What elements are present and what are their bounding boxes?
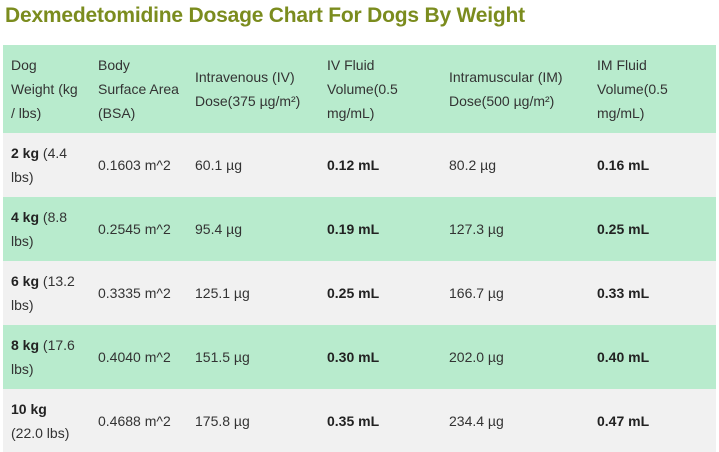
cell-iv-dose: 175.8 µg bbox=[187, 389, 319, 452]
cell-im-dose: 202.0 µg bbox=[441, 325, 589, 389]
table-row: 8 kg (17.6 lbs) 0.4040 m^2 151.5 µg 0.30… bbox=[3, 325, 716, 389]
cell-bsa: 0.3335 m^2 bbox=[90, 261, 187, 325]
cell-im-dose: 127.3 µg bbox=[441, 197, 589, 261]
cell-weight: 10 kg (22.0 lbs) bbox=[3, 389, 90, 452]
weight-lbs: (17.6 lbs) bbox=[11, 337, 75, 377]
cell-iv-volume: 0.35 mL bbox=[319, 389, 441, 452]
cell-iv-volume: 0.12 mL bbox=[319, 133, 441, 197]
table-row: 10 kg (22.0 lbs) 0.4688 m^2 175.8 µg 0.3… bbox=[3, 389, 716, 452]
cell-im-dose: 234.4 µg bbox=[441, 389, 589, 452]
header-im-dose: Intramuscular (IM) Dose(500 µg/m²) bbox=[441, 45, 589, 133]
weight-lbs: (8.8 lbs) bbox=[11, 209, 68, 249]
weight-kg: 8 kg bbox=[11, 337, 40, 353]
cell-weight: 4 kg (8.8 lbs) bbox=[3, 197, 90, 261]
header-body-surface-area: Body Surface Area (BSA) bbox=[90, 45, 187, 133]
cell-weight: 6 kg (13.2 lbs) bbox=[3, 261, 90, 325]
cell-im-dose: 166.7 µg bbox=[441, 261, 589, 325]
cell-iv-dose: 60.1 µg bbox=[187, 133, 319, 197]
cell-iv-dose: 151.5 µg bbox=[187, 325, 319, 389]
cell-iv-volume: 0.19 mL bbox=[319, 197, 441, 261]
weight-lbs: (13.2 lbs) bbox=[11, 273, 75, 313]
cell-im-volume: 0.33 mL bbox=[589, 261, 716, 325]
weight-lbs: (4.4 lbs) bbox=[11, 145, 68, 185]
header-iv-dose: Intravenous (IV) Dose(375 µg/m²) bbox=[187, 45, 319, 133]
cell-im-volume: 0.25 mL bbox=[589, 197, 716, 261]
cell-bsa: 0.2545 m^2 bbox=[90, 197, 187, 261]
table-row: 2 kg (4.4 lbs) 0.1603 m^2 60.1 µg 0.12 m… bbox=[3, 133, 716, 197]
cell-bsa: 0.4040 m^2 bbox=[90, 325, 187, 389]
dosage-table: Dog Weight (kg / lbs) Body Surface Area … bbox=[3, 45, 716, 452]
page-title: Dexmedetomidine Dosage Chart For Dogs By… bbox=[5, 4, 525, 27]
weight-kg: 6 kg bbox=[11, 273, 40, 289]
cell-im-dose: 80.2 µg bbox=[441, 133, 589, 197]
cell-bsa: 0.1603 m^2 bbox=[90, 133, 187, 197]
cell-im-volume: 0.47 mL bbox=[589, 389, 716, 452]
weight-kg: 10 kg bbox=[11, 400, 47, 417]
cell-iv-dose: 95.4 µg bbox=[187, 197, 319, 261]
cell-weight: 8 kg (17.6 lbs) bbox=[3, 325, 90, 389]
cell-bsa: 0.4688 m^2 bbox=[90, 389, 187, 452]
cell-im-volume: 0.40 mL bbox=[589, 325, 716, 389]
header-im-fluid-volume: IM Fluid Volume(0.5 mg/mL) bbox=[589, 45, 716, 133]
cell-weight: 2 kg (4.4 lbs) bbox=[3, 133, 90, 197]
table-row: 4 kg (8.8 lbs) 0.2545 m^2 95.4 µg 0.19 m… bbox=[3, 197, 716, 261]
header-iv-fluid-volume: IV Fluid Volume(0.5 mg/mL) bbox=[319, 45, 441, 133]
cell-iv-volume: 0.30 mL bbox=[319, 325, 441, 389]
table-header-row: Dog Weight (kg / lbs) Body Surface Area … bbox=[3, 45, 716, 133]
header-dog-weight: Dog Weight (kg / lbs) bbox=[3, 45, 90, 133]
cell-im-volume: 0.16 mL bbox=[589, 133, 716, 197]
cell-iv-dose: 125.1 µg bbox=[187, 261, 319, 325]
cell-iv-volume: 0.25 mL bbox=[319, 261, 441, 325]
table-row: 6 kg (13.2 lbs) 0.3335 m^2 125.1 µg 0.25… bbox=[3, 261, 716, 325]
weight-lbs: (22.0 lbs) bbox=[11, 424, 70, 441]
weight-kg: 4 kg bbox=[11, 209, 40, 225]
weight-kg: 2 kg bbox=[11, 145, 40, 161]
